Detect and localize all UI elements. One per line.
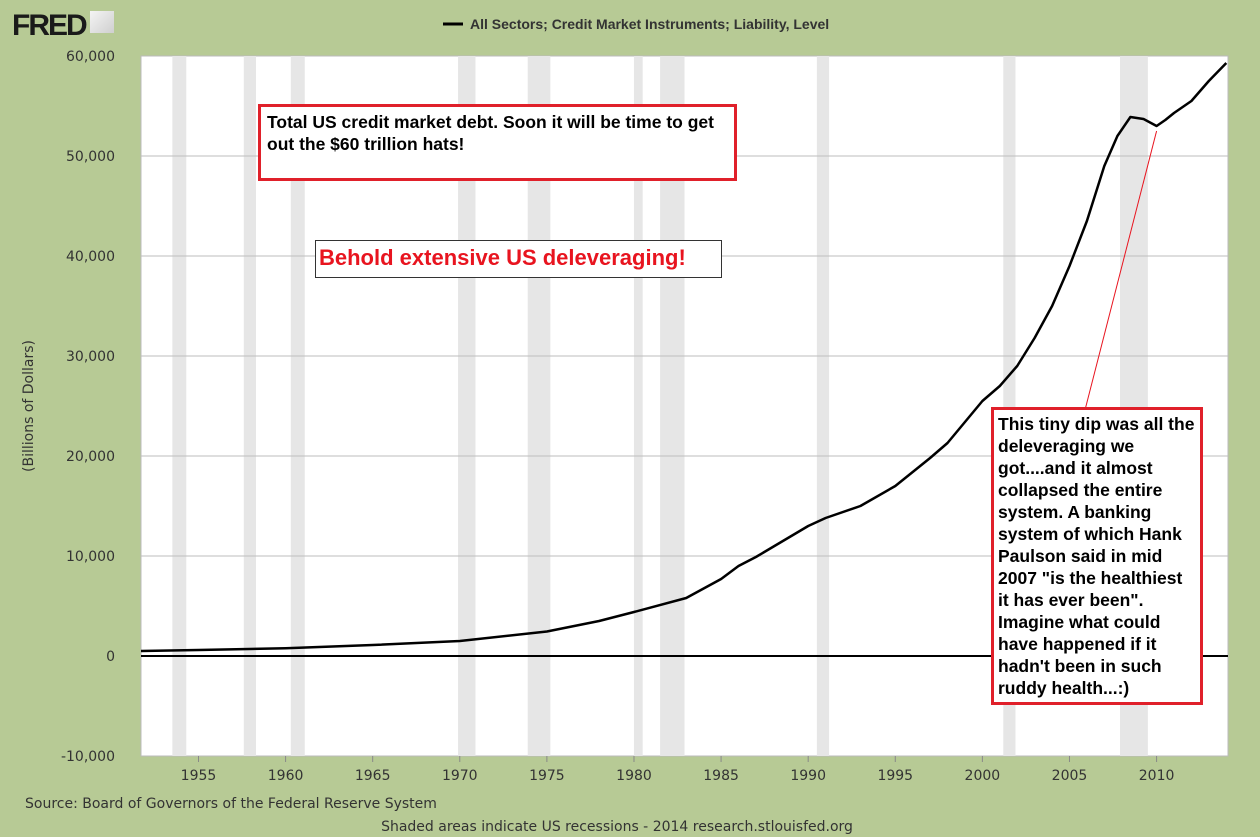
- x-tick-label: 1975: [529, 768, 565, 784]
- recession-band: [816, 56, 830, 756]
- recession-band: [243, 56, 256, 756]
- y-axis-label: (Billions of Dollars): [21, 340, 37, 472]
- recession-band: [172, 56, 187, 756]
- y-tick-label: 40,000: [66, 249, 115, 265]
- recession-band: [458, 56, 476, 756]
- annotation-deleveraging: Behold extensive US deleveraging!: [315, 240, 722, 278]
- recession-note: Shaded areas indicate US recessions - 20…: [381, 819, 853, 835]
- y-tick-label: 60,000: [66, 49, 115, 65]
- x-tick-label: 1955: [181, 768, 217, 784]
- recession-band: [633, 56, 643, 756]
- legend-label: All Sectors; Credit Market Instruments; …: [470, 16, 829, 32]
- y-tick-label: 0: [106, 649, 115, 665]
- source-note: Source: Board of Governors of the Federa…: [25, 796, 437, 812]
- y-tick-label: 50,000: [66, 149, 115, 165]
- annotation-total-debt: Total US credit market debt. Soon it wil…: [258, 104, 737, 181]
- x-tick-label: 2000: [965, 768, 1001, 784]
- annotation-tiny-dip: This tiny dip was all the deleveraging w…: [991, 407, 1203, 705]
- y-tick-label: -10,000: [61, 749, 115, 765]
- recession-band: [290, 56, 305, 756]
- fred-logo[interactable]: FRED: [12, 9, 114, 43]
- x-tick-label: 1960: [268, 768, 304, 784]
- chart-logo-icon: [89, 11, 114, 33]
- x-tick-label: 2010: [1139, 768, 1175, 784]
- x-tick-label: 2005: [1052, 768, 1088, 784]
- annotation-pointer: [1084, 130, 1158, 411]
- y-tick-label: 30,000: [66, 349, 115, 365]
- x-tick-label: 1970: [442, 768, 478, 784]
- x-tick-label: 1990: [790, 768, 826, 784]
- x-tick-label: 1980: [616, 768, 652, 784]
- x-tick-label: 1985: [703, 768, 739, 784]
- series-line: [140, 62, 1228, 653]
- recession-band: [527, 56, 551, 756]
- x-tick-label: 1965: [355, 768, 391, 784]
- y-tick-label: 20,000: [66, 449, 115, 465]
- x-tick-label: 1995: [877, 768, 913, 784]
- y-tick-label: 10,000: [66, 549, 115, 565]
